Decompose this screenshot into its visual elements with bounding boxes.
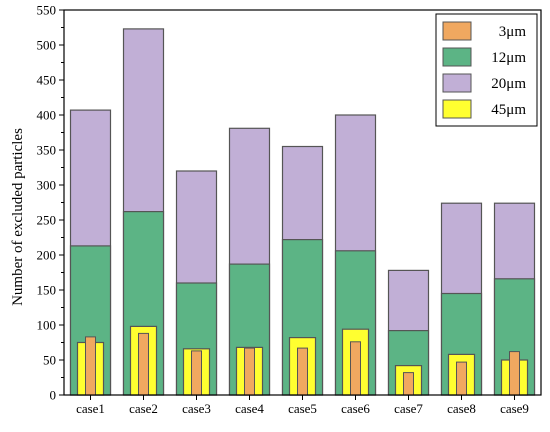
bar-3um-case4 xyxy=(244,347,255,396)
x-tick-label-case2: case2 xyxy=(129,401,158,416)
legend-label-3um: 3μm xyxy=(499,24,527,40)
x-tick-label-case1: case1 xyxy=(76,401,105,416)
legend-swatch-12um xyxy=(442,47,472,67)
y-axis-label: Number of excluded particles xyxy=(10,128,26,306)
x-tick-label-case6: case6 xyxy=(341,401,370,416)
bar-3um-case1 xyxy=(85,336,96,396)
bar-3um-case5 xyxy=(297,347,308,396)
y-tick-label-500: 500 xyxy=(37,38,57,53)
legend-swatch-3um xyxy=(442,21,472,41)
y-tick-label-400: 400 xyxy=(37,108,57,123)
y-tick-label-250: 250 xyxy=(37,213,57,228)
y-tick-label-200: 200 xyxy=(37,248,57,263)
bar-3um-case8 xyxy=(456,361,467,396)
x-tick-label-case5: case5 xyxy=(288,401,317,416)
y-tick-label-300: 300 xyxy=(37,178,57,193)
y-tick-label-450: 450 xyxy=(37,73,57,88)
y-tick-label-550: 550 xyxy=(37,3,57,18)
bar-3um-case2 xyxy=(138,332,149,396)
legend-swatch-20um xyxy=(442,73,472,93)
bar-3um-case7 xyxy=(403,372,414,396)
bars-layer xyxy=(69,28,536,396)
y-tick-label-350: 350 xyxy=(37,143,57,158)
y-tick-label-150: 150 xyxy=(37,283,57,298)
legend-label-20um: 20μm xyxy=(491,76,526,92)
x-tick-label-case9: case9 xyxy=(500,401,529,416)
legend-label-12um: 12μm xyxy=(491,50,526,66)
y-tick-label-50: 50 xyxy=(43,353,56,368)
x-tick-label-case8: case8 xyxy=(447,401,476,416)
bar-3um-case6 xyxy=(350,341,361,396)
bar-3um-case9 xyxy=(509,351,520,396)
x-tick-label-case4: case4 xyxy=(235,401,264,416)
legend-label-45um: 45μm xyxy=(491,102,526,118)
axes-layer: 0 50 100 150 200 250 300 350 400 450 500 550 case1 ca… xyxy=(37,3,542,416)
y-tick-label-100: 100 xyxy=(37,318,57,333)
x-tick-label-case3: case3 xyxy=(182,401,211,416)
legend-swatch-45um xyxy=(442,99,472,119)
legend: 3μm 12μm 20μm 45μm xyxy=(435,13,538,127)
bar-3um-case3 xyxy=(191,350,202,396)
y-tick-label-0: 0 xyxy=(50,388,57,403)
x-tick-label-case7: case7 xyxy=(394,401,423,416)
